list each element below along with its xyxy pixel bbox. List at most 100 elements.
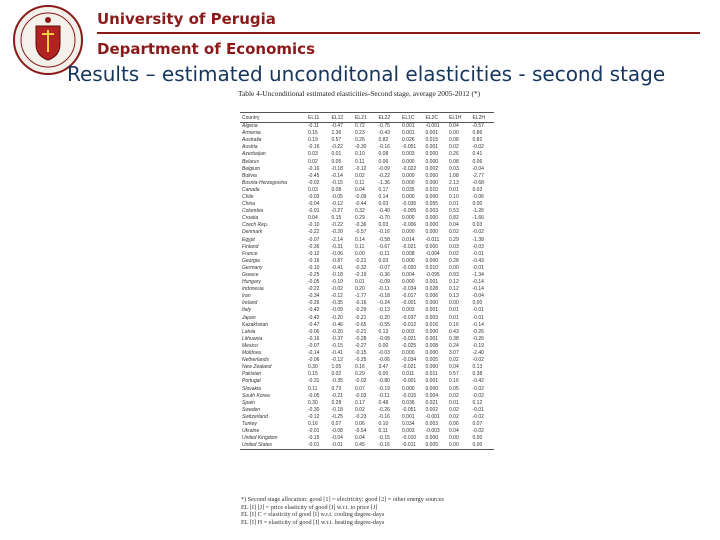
value-cell: -0.41 <box>331 264 343 271</box>
country-cell: Kazakhstan <box>242 321 269 328</box>
value-cell: -0.31 <box>308 378 320 385</box>
country-cell: Ukraine <box>242 428 260 435</box>
value-cell: 0.23 <box>355 130 365 137</box>
value-cell: -1.66 <box>472 215 484 222</box>
value-cell: -0.02 <box>472 144 484 151</box>
country-cell: United States <box>240 442 306 451</box>
country-cell: Azerbaijan <box>242 151 266 158</box>
table-row: Bolivia -0.45 -0.14 0.02 -0.22 0.000 0.000 1.08… <box>240 173 494 180</box>
value-cell: -0.06 <box>472 193 484 200</box>
value-cell: 0.000 <box>425 193 439 200</box>
table-row: Pakistan 0.15 0.02 0.29 0.00 0.011 0.011 0.57 0.… <box>240 371 494 378</box>
value-cell: 0.29 <box>449 236 459 243</box>
value-cell: 0.00 <box>472 201 483 208</box>
value-cell: 0.08 <box>378 151 389 158</box>
value-cell: 0.14 <box>355 236 365 243</box>
table-row: Croatia 0.04 0.15 0.29 -0.70 0.000 0.000 0.82 -1… <box>240 215 494 222</box>
value-cell: 0.38 <box>472 371 483 378</box>
value-cell: 0.16 <box>355 364 365 371</box>
value-cell: 0.16 <box>308 420 318 427</box>
value-cell: 0.014 <box>402 236 415 243</box>
value-cell: 0.010 <box>425 186 439 193</box>
value-cell: 0.06 <box>355 420 365 427</box>
value-cell: 0.73 <box>331 385 342 392</box>
table-row: South Korea -0.05 -0.21 -0.03 -0.11 -0.015 0.0… <box>240 393 494 400</box>
value-cell: -1.77 <box>355 293 367 300</box>
country-cell: Canada <box>242 186 260 193</box>
value-cell: -0.24 <box>378 300 390 307</box>
value-cell: 0.03 <box>449 165 459 172</box>
value-cell: 0.13 <box>449 293 459 300</box>
value-cell: -0.37 <box>331 335 343 342</box>
value-cell: 0.001 <box>425 307 439 314</box>
value-cell: 0.011 <box>425 371 438 378</box>
value-cell: 0.028 <box>425 286 439 293</box>
value-cell: 0.005 <box>423 442 447 451</box>
value-cell: -0.47 <box>331 123 343 130</box>
value-cell: -0.04 <box>308 201 320 208</box>
value-cell: 0.000 <box>402 257 415 264</box>
value-cell: -0.42 <box>308 307 320 314</box>
value-cell: -0.04 <box>331 435 343 442</box>
value-cell: -0.10 <box>331 279 343 286</box>
header-rule <box>97 32 700 34</box>
value-cell: 0.006 <box>425 293 439 300</box>
country-cell: Pakistan <box>242 371 262 378</box>
value-cell: 0.003 <box>402 307 415 314</box>
table-row: United Kingdom -0.15 -0.04 0.04 -0.15 -0.010 0… <box>240 435 494 442</box>
column-header: EL11 <box>306 112 330 123</box>
value-cell: -0.25 <box>331 413 343 420</box>
value-cell: 0.03 <box>449 243 459 250</box>
value-cell: -0.001 <box>402 378 417 385</box>
value-cell: -0.07 <box>308 342 320 349</box>
value-cell: 0.04 <box>449 428 459 435</box>
country-cell: China <box>242 201 256 208</box>
value-cell: 0.003 <box>425 208 439 215</box>
value-cell: -0.44 <box>355 201 367 208</box>
value-cell: -0.01 <box>329 442 353 451</box>
table-row: Algeria -0.11 -0.47 0.72 -0.75 0.001 -0.001 0.0… <box>240 123 494 131</box>
table-row: Czech Rep. -0.10 -0.22 -0.36 0.03 -0.006 0.000… <box>240 222 494 229</box>
value-cell: 0.06 <box>472 158 483 165</box>
value-cell: -0.27 <box>355 342 367 349</box>
value-cell: -0.21 <box>355 328 367 335</box>
value-cell: 0.93 <box>449 272 459 279</box>
value-cell: 0.53 <box>449 208 459 215</box>
value-cell: -0.16 <box>308 257 320 264</box>
value-cell: -0.09 <box>378 165 390 172</box>
value-cell: -0.20 <box>331 314 343 321</box>
value-cell: -0.004 <box>425 250 440 257</box>
value-cell: 0.05 <box>331 158 342 165</box>
value-cell: -0.10 <box>308 222 320 229</box>
value-cell: 0.001 <box>425 130 439 137</box>
value-cell: 0.19 <box>308 137 318 144</box>
value-cell: -0.68 <box>472 179 484 186</box>
value-cell: 0.04 <box>449 123 459 130</box>
value-cell: -0.03 <box>378 350 390 357</box>
value-cell: 0.02 <box>449 229 459 236</box>
table-row: United States -0.01 -0.01 0.45 -0.16 -0.011 0.… <box>240 442 494 451</box>
value-cell: -0.14 <box>472 286 484 293</box>
value-cell: 0.000 <box>425 229 439 236</box>
value-cell: 0.05 <box>449 385 459 392</box>
value-cell: 0.08 <box>331 186 342 193</box>
value-cell: -0.40 <box>378 208 390 215</box>
country-cell: Algeria <box>242 123 258 130</box>
value-cell: -0.06 <box>308 357 320 364</box>
value-cell: -0.051 <box>402 406 417 413</box>
value-cell: 0.03 <box>378 257 389 264</box>
value-cell: 0.04 <box>355 186 365 193</box>
value-cell: 0.000 <box>425 257 439 264</box>
value-cell: 0.01 <box>331 151 342 158</box>
value-cell: -0.26 <box>308 300 320 307</box>
value-cell: 0.14 <box>378 193 389 200</box>
value-cell: -0.017 <box>402 293 417 300</box>
value-cell: 0.00 <box>472 435 483 442</box>
value-cell: -0.36 <box>355 222 367 229</box>
value-cell: -0.05 <box>308 279 320 286</box>
value-cell: -0.11 <box>378 392 390 399</box>
value-cell: 0.10 <box>355 151 365 158</box>
value-cell: -0.03 <box>308 193 320 200</box>
note-line: *) Second stage allocation: good [1] = e… <box>241 496 444 503</box>
value-cell: 0.001 <box>402 123 415 130</box>
